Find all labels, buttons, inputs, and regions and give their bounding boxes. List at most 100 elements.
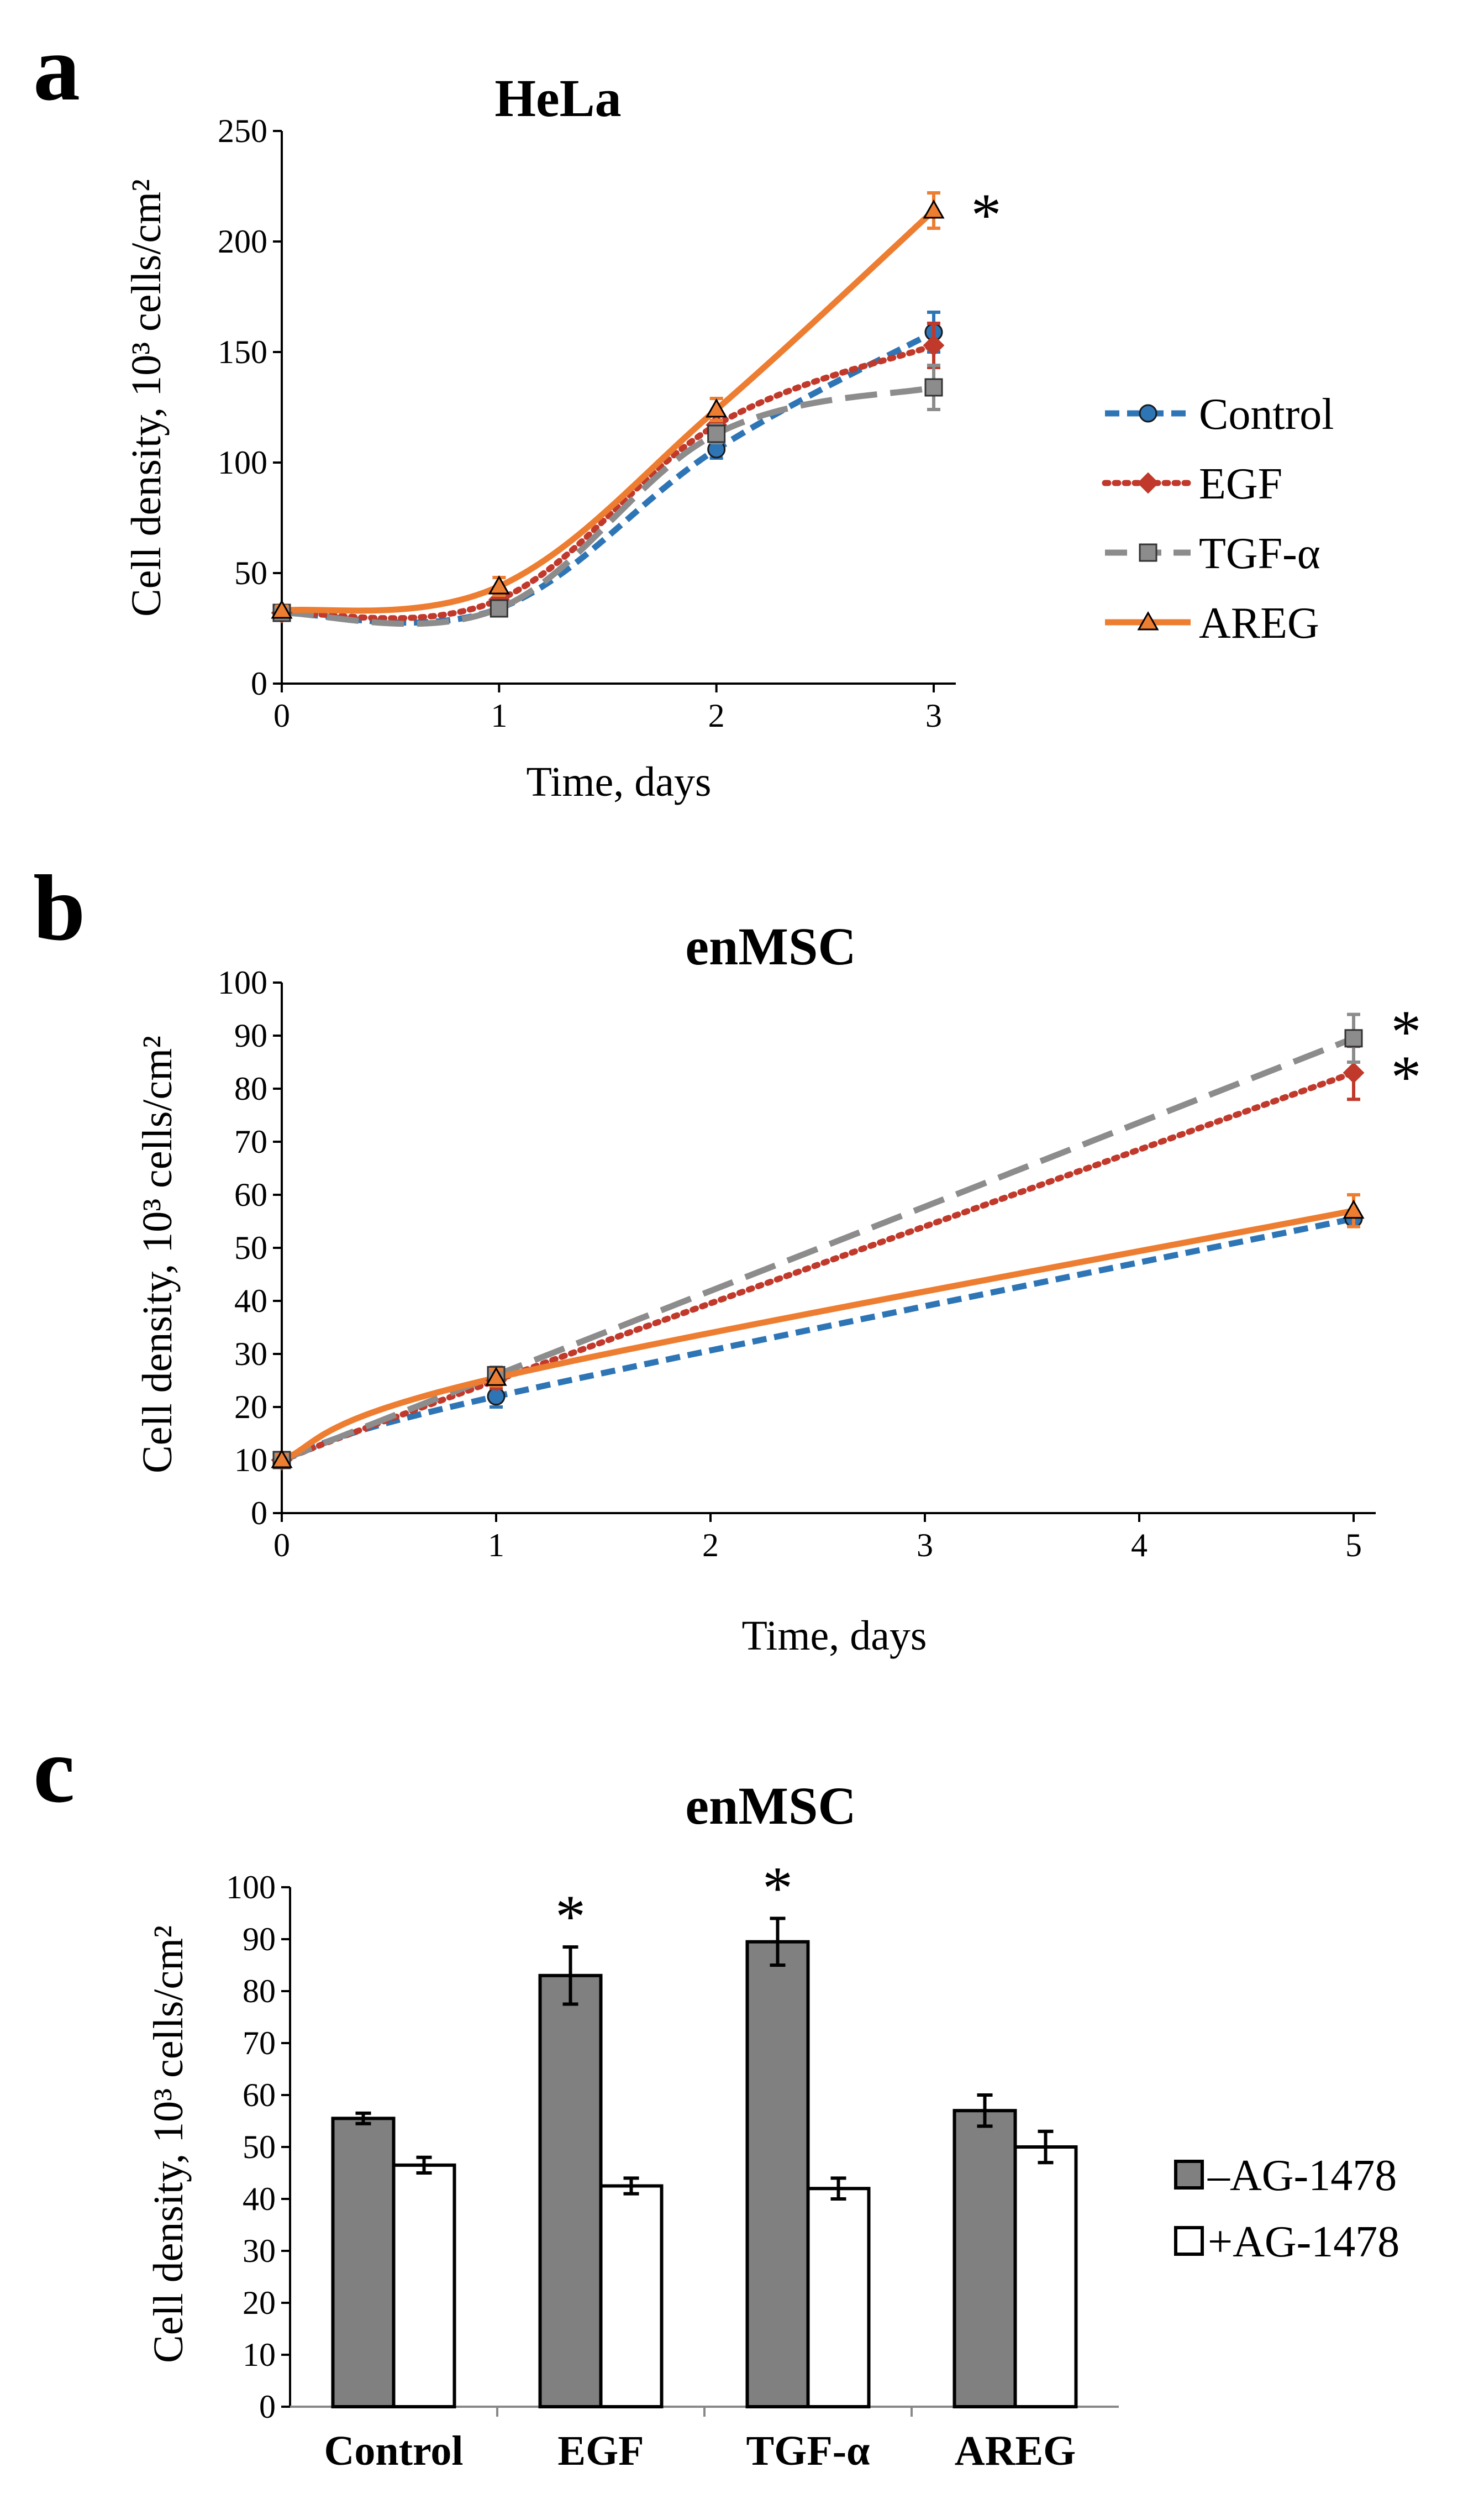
y-tick-label: 70 xyxy=(243,2025,276,2061)
chart-b-ylabel: Cell density, 10³ cells/cm² xyxy=(134,1036,181,1473)
data-point xyxy=(485,1367,507,1386)
y-tick-label: 90 xyxy=(243,1921,276,1957)
series-line-1 xyxy=(278,342,937,622)
data-point xyxy=(923,199,945,219)
y-tick-label: 50 xyxy=(234,1230,267,1266)
y-tick-label: 60 xyxy=(234,1177,267,1213)
data-point xyxy=(1343,1199,1365,1219)
chart-b-plot: 0 10 20 30 40 50 60 70 80 90 100 0 1 2 3 4 5 ** xyxy=(218,964,1422,1563)
y-tick-label: 20 xyxy=(234,1389,267,1425)
y-tick-label: 40 xyxy=(243,2181,276,2217)
y-tick-label: 250 xyxy=(218,113,267,149)
y-tick-label: 200 xyxy=(218,223,267,260)
bar-legend: –AG-1478 +AG-1478 xyxy=(1174,2151,1399,2266)
significance-star: * xyxy=(1391,1043,1422,1111)
y-tick-label: 90 xyxy=(234,1017,267,1054)
y-tick-label: 30 xyxy=(243,2233,276,2269)
category-label: Control xyxy=(324,2428,464,2474)
chart-a-xlabel: Time, days xyxy=(526,759,711,805)
y-tick-label: 100 xyxy=(218,444,267,481)
data-point xyxy=(706,398,728,418)
data-point xyxy=(490,599,508,618)
series-line-2 xyxy=(280,1035,1355,1463)
chart-a-plot: 0 50 100 150 200 250 0 1 2 3 * xyxy=(218,113,1002,734)
y-tick-label: 50 xyxy=(234,555,267,591)
panel-c-label: c xyxy=(33,1718,75,1822)
x-tick-label: 0 xyxy=(273,1527,290,1563)
chart-c-plot: 0 10 20 30 40 50 60 70 80 90 100 Control EGF TGF-α ARE… xyxy=(226,1854,1119,2474)
data-point xyxy=(1343,1062,1365,1084)
bar-1 xyxy=(1013,2145,1078,2408)
legend-marker-2 xyxy=(1139,543,1157,562)
chart-b-title: enMSC xyxy=(685,917,856,976)
panel-b-label: b xyxy=(33,856,86,960)
data-point xyxy=(488,575,510,595)
y-tick-label: 60 xyxy=(243,2077,276,2113)
y-tick-label: 10 xyxy=(243,2337,276,2373)
data-point xyxy=(271,1448,293,1468)
significance-star: * xyxy=(762,1854,793,1922)
x-tick-label: 3 xyxy=(925,697,942,734)
bar-0 xyxy=(331,2117,396,2409)
chart-a-title: HeLa xyxy=(494,69,621,128)
x-tick-label: 1 xyxy=(488,1527,504,1563)
y-tick-label: 50 xyxy=(243,2129,276,2165)
chart-c-ylabel: Cell density, 10³ cells/cm² xyxy=(145,1925,192,2363)
y-tick-label: 0 xyxy=(251,665,267,702)
series-line-0 xyxy=(281,1215,1355,1463)
chart-a-ylabel: Cell density, 10³ cells/cm² xyxy=(123,179,170,617)
significance-star: * xyxy=(971,181,1002,249)
data-point xyxy=(924,378,943,397)
data-point xyxy=(707,424,726,443)
series-line-1 xyxy=(278,1069,1357,1463)
legend-marker-3 xyxy=(1137,611,1159,631)
data-point xyxy=(1344,1029,1363,1048)
x-tick-label: 2 xyxy=(708,697,725,734)
y-tick-label: 40 xyxy=(234,1283,267,1319)
x-tick-label: 0 xyxy=(273,697,290,734)
y-tick-label: 30 xyxy=(234,1336,267,1372)
significance-star: * xyxy=(1391,998,1422,1065)
chart-b-xlabel: Time, days xyxy=(741,1613,927,1659)
y-tick-label: 80 xyxy=(243,1973,276,2009)
legend-label-1: EGF xyxy=(1199,460,1282,508)
legend-swatch-0 xyxy=(1174,2160,1204,2190)
y-tick-label: 100 xyxy=(226,1869,276,1905)
bar-0 xyxy=(952,2109,1017,2408)
bar-1 xyxy=(392,2163,456,2408)
category-label: EGF xyxy=(557,2428,644,2474)
legend-label-0: Control xyxy=(1199,390,1334,439)
bar-0 xyxy=(538,1973,603,2409)
legend-swatch-1 xyxy=(1174,2226,1204,2256)
line-legend: Control EGF TGF-α AREG xyxy=(1102,390,1334,648)
y-tick-label: 0 xyxy=(259,2388,276,2425)
y-tick-label: 70 xyxy=(234,1124,267,1160)
y-tick-label: 150 xyxy=(218,334,267,370)
y-tick-label: 20 xyxy=(243,2285,276,2321)
y-tick-label: 80 xyxy=(234,1070,267,1107)
y-tick-label: 0 xyxy=(251,1495,267,1531)
bar-0 xyxy=(745,1940,810,2408)
legend-marker-0 xyxy=(1139,404,1157,423)
legend-label-2: TGF-α xyxy=(1199,529,1320,578)
legend-label-1: +AG-1478 xyxy=(1208,2218,1399,2266)
legend-label-3: AREG xyxy=(1199,599,1319,648)
bar-1 xyxy=(599,2184,664,2408)
x-tick-label: 4 xyxy=(1131,1527,1148,1563)
data-point xyxy=(923,334,945,356)
panel-a-label: a xyxy=(33,16,80,120)
legend-marker-1 xyxy=(1137,472,1159,494)
x-tick-label: 3 xyxy=(917,1527,933,1563)
series-line-3 xyxy=(281,208,936,614)
significance-star: * xyxy=(555,1883,586,1950)
x-tick-label: 1 xyxy=(491,697,507,734)
chart-c-title: enMSC xyxy=(685,1776,856,1835)
y-tick-label: 100 xyxy=(218,964,267,1001)
series-line-2 xyxy=(281,384,935,627)
category-label: AREG xyxy=(955,2428,1076,2474)
data-point xyxy=(271,599,293,619)
category-label: TGF-α xyxy=(746,2428,870,2474)
legend-label-0: –AG-1478 xyxy=(1207,2151,1397,2200)
series-line-3 xyxy=(281,1208,1355,1463)
